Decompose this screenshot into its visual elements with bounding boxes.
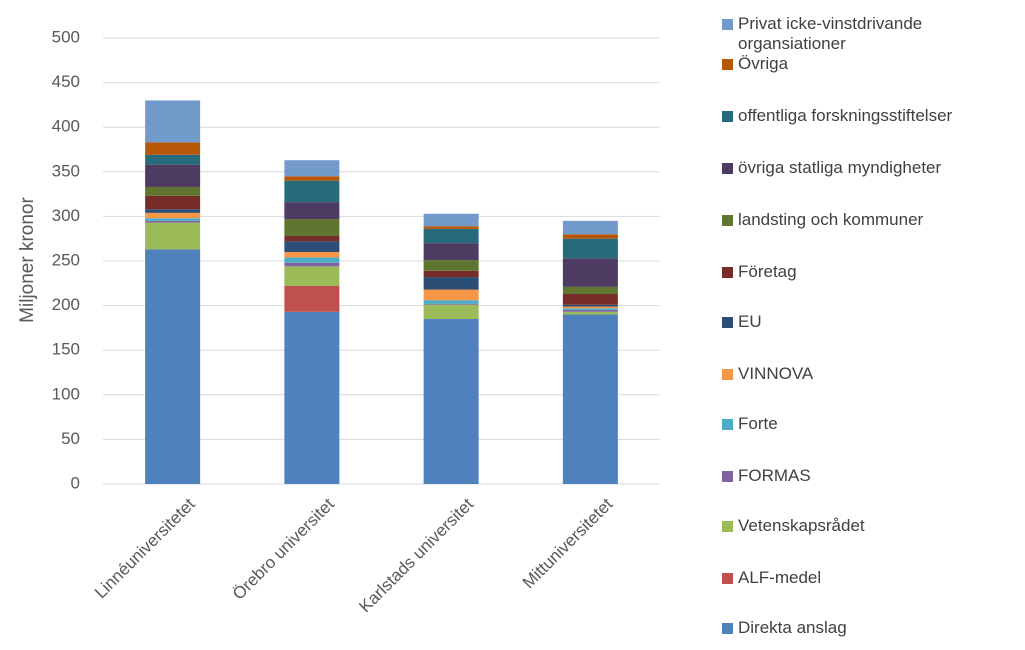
y-tick-label: 450	[52, 72, 80, 91]
y-axis-label: Miljoner kronor	[17, 197, 38, 323]
legend-label: Privat icke-vinstdrivande organsiationer	[738, 14, 923, 53]
legend-swatch	[722, 163, 733, 174]
y-tick-label: 150	[52, 340, 80, 359]
legend-swatch	[722, 317, 733, 328]
bar-segment	[284, 257, 340, 263]
bar-segment	[562, 220, 618, 235]
bar-segment	[423, 289, 479, 301]
bar-segment	[284, 266, 340, 286]
legend-label: Övriga	[738, 54, 789, 73]
bar-segment	[284, 285, 340, 312]
bar-segment	[423, 277, 479, 290]
legend-swatch	[722, 623, 733, 634]
bar-segment	[284, 202, 340, 220]
bar-segment	[284, 176, 340, 181]
legend-swatch	[722, 111, 733, 122]
legend-swatch	[722, 59, 733, 70]
legend-label: FORMAS	[738, 466, 811, 485]
bar-segment	[284, 252, 340, 258]
legend-label: offentliga forskningsstiftelser	[738, 106, 953, 125]
bar-segment	[145, 186, 201, 196]
bar-segment	[562, 238, 618, 259]
legend-label: EU	[738, 312, 762, 331]
bar-segment	[562, 304, 618, 307]
legend-label: VINNOVA	[738, 364, 814, 383]
legend-label: ALF-medel	[738, 568, 822, 587]
bar-segment	[284, 241, 340, 253]
bar-segment	[423, 243, 479, 261]
bar-segment	[145, 154, 201, 165]
bar-segment	[562, 306, 618, 309]
bar-segment	[562, 310, 618, 312]
bar-segment	[423, 303, 479, 305]
x-tick-label: Mittuniversitetet	[519, 494, 617, 592]
bar-segment	[145, 100, 201, 143]
bar-segment	[423, 213, 479, 227]
legend-label: Vetenskapsrådet	[738, 516, 865, 535]
bar-segment	[562, 311, 618, 315]
bar-segment	[284, 236, 340, 242]
legend-label: Företag	[738, 262, 797, 281]
bar-segment	[145, 195, 201, 210]
bar-segment	[284, 262, 340, 267]
bar-segment	[145, 142, 201, 155]
y-tick-label: 300	[52, 206, 80, 225]
legend-swatch	[722, 215, 733, 226]
bar-segment	[423, 270, 479, 278]
bar-segment	[145, 209, 201, 213]
bar-segment	[562, 234, 618, 239]
bar-segment	[562, 286, 618, 295]
y-tick-label: 100	[52, 384, 80, 403]
legend-swatch	[722, 419, 733, 430]
bar-segment	[284, 219, 340, 237]
bar-segment	[145, 164, 201, 187]
x-tick-label: Örebro universitet	[229, 494, 338, 603]
bar-segment	[423, 318, 479, 484]
bar-segment	[284, 160, 340, 177]
bar-segment	[423, 226, 479, 229]
bar-segment	[562, 314, 618, 484]
legend-label: Forte	[738, 414, 778, 433]
y-tick-label: 50	[61, 429, 80, 448]
legend-label: övriga statliga myndigheter	[738, 158, 942, 177]
y-tick-label: 500	[52, 27, 80, 46]
bar-segment	[423, 228, 479, 244]
bar-segment	[562, 294, 618, 305]
y-tick-label: 0	[71, 473, 80, 492]
legend-swatch	[722, 471, 733, 482]
legend-swatch	[722, 521, 733, 532]
bar-segment	[562, 308, 618, 311]
legend-label: Direkta anslag	[738, 618, 847, 637]
legend-swatch	[722, 369, 733, 380]
bar-segment	[145, 218, 201, 221]
bar-segment	[423, 304, 479, 319]
legend-label: landsting och kommuner	[738, 210, 924, 229]
x-tick-label: Linnéuniversitetet	[91, 494, 199, 602]
y-tick-label: 200	[52, 295, 80, 314]
bar-segment	[145, 212, 201, 219]
legend-swatch	[722, 573, 733, 584]
y-tick-label: 350	[52, 161, 80, 180]
x-tick-label: Karlstads universitet	[355, 494, 477, 616]
bar-segment	[562, 258, 618, 287]
bar-segment	[423, 300, 479, 304]
bar-segment	[284, 180, 340, 203]
bar-segment	[423, 260, 479, 271]
bar-segment	[284, 311, 340, 484]
legend-swatch	[722, 267, 733, 278]
y-tick-label: 250	[52, 250, 80, 269]
bar-segment	[145, 220, 201, 223]
legend-swatch	[722, 19, 733, 30]
bar-segment	[145, 249, 201, 484]
y-tick-label: 400	[52, 117, 80, 136]
bar-segment	[145, 222, 201, 250]
